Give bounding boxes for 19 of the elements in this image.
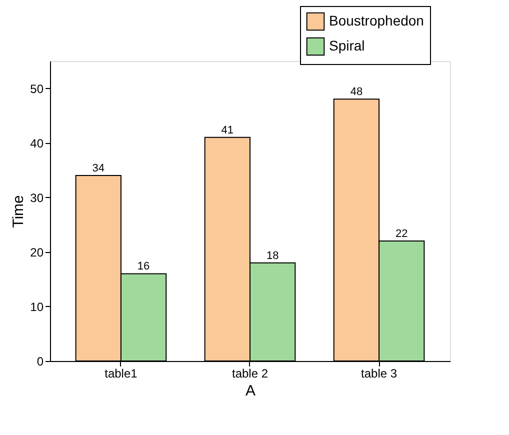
data-label: 41 [221,124,234,136]
data-label: 22 [395,228,408,240]
legend-label: Spiral [329,38,365,54]
x-tick-label: table1 [104,366,138,380]
y-axis-title: Time [10,195,28,228]
legend-label: Boustrophedon [329,12,424,28]
y-tick-label: 40 [30,136,44,150]
y-tick-label: 0 [36,354,44,368]
data-label: 48 [350,86,363,98]
x-tick-label: table 2 [232,366,268,380]
data-label: 34 [92,162,105,175]
y-tick-label: 20 [30,245,44,260]
y-tick-label: 30 [30,190,44,205]
y-tick-label: 50 [30,82,44,96]
data-label: 18 [266,250,279,262]
y-tick-label: 10 [30,300,44,314]
x-tick-label: table 3 [361,366,398,380]
data-label: 16 [137,260,150,273]
x-axis-title: A [245,382,256,400]
